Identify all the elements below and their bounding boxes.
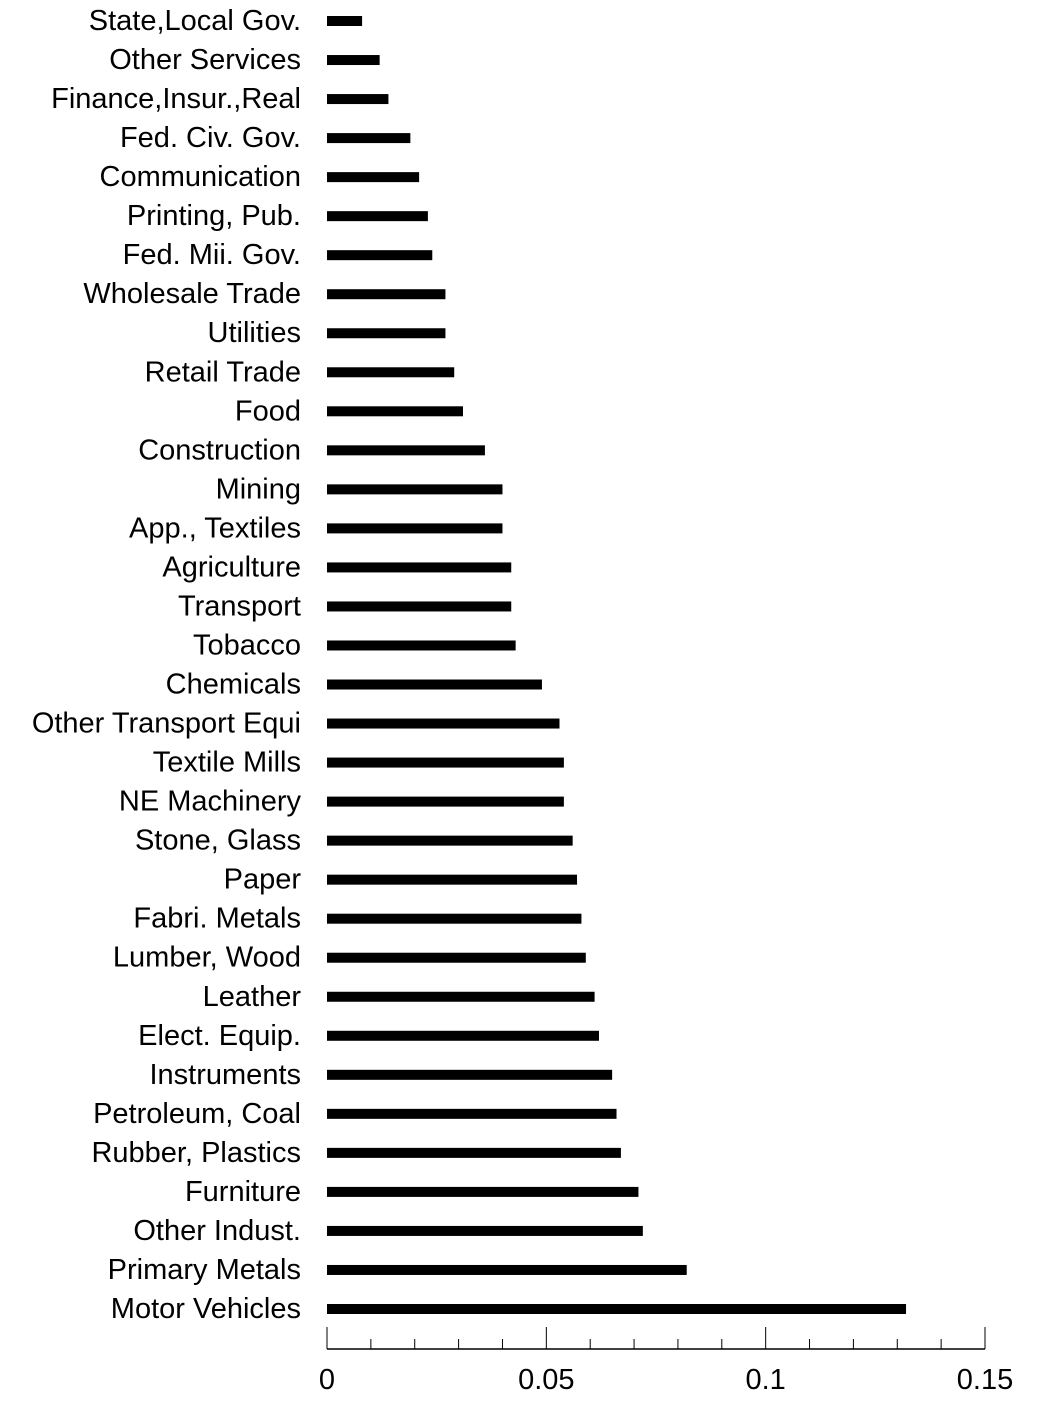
category-label: Mining: [216, 473, 301, 505]
bar: [327, 952, 586, 963]
bar: [327, 211, 428, 222]
bar: [327, 1108, 617, 1119]
bar: [327, 562, 512, 573]
bar: [327, 1225, 643, 1236]
category-label: Fed. Mii. Gov.: [123, 239, 301, 271]
category-label: Other Transport Equi: [32, 708, 301, 740]
category-label: Utilities: [208, 317, 301, 349]
category-label: Motor Vehicles: [111, 1293, 301, 1325]
category-label: Paper: [224, 864, 302, 896]
bar: [327, 250, 433, 261]
bar: [327, 796, 564, 807]
bar: [327, 367, 455, 378]
bar: [327, 406, 463, 417]
bar: [327, 1304, 907, 1314]
category-label: Other Services: [109, 44, 301, 76]
x-axis: 0 0.05 0.1 0.15: [319, 1327, 1013, 1396]
category-label: Agriculture: [162, 551, 301, 583]
category-label: Retail Trade: [145, 356, 301, 388]
bar: [327, 1186, 639, 1197]
category-label: Transport: [178, 590, 301, 622]
bar: [327, 55, 380, 66]
category-label: NE Machinery: [119, 786, 302, 818]
bar: [327, 1264, 687, 1275]
bar: [327, 16, 363, 26]
bar: [327, 991, 595, 1002]
bar: [327, 172, 420, 183]
category-label: Tobacco: [193, 629, 301, 661]
category-label: App., Textiles: [129, 512, 301, 544]
category-labels: State,Local Gov. Other Services Finance,In…: [32, 5, 302, 1325]
category-label: Instruments: [150, 1059, 302, 1091]
bar: [327, 445, 485, 456]
category-label: Elect. Equip.: [138, 1020, 301, 1052]
category-label: Furniture: [185, 1176, 301, 1208]
category-label: Communication: [100, 161, 301, 193]
category-label: Other Indust.: [133, 1215, 301, 1247]
category-label: Stone, Glass: [135, 825, 301, 857]
bar: [327, 328, 446, 339]
category-label: Primary Metals: [108, 1254, 301, 1286]
category-label: Lumber, Wood: [113, 942, 301, 974]
category-label: Fed. Civ. Gov.: [120, 122, 301, 154]
category-label: Chemicals: [166, 669, 301, 701]
category-label: Leather: [203, 981, 302, 1013]
bar: [327, 679, 542, 690]
bar: [327, 1069, 613, 1080]
bar: [327, 94, 389, 105]
bar: [327, 523, 503, 534]
bars-layer: [327, 16, 907, 1314]
bar: [327, 601, 512, 612]
bar: [327, 757, 564, 768]
bar: [327, 640, 516, 651]
bar: [327, 718, 560, 729]
bar: [327, 913, 582, 924]
x-tick-label: 0.1: [746, 1364, 786, 1396]
bar: [327, 133, 411, 144]
x-tick-label: 0: [319, 1364, 335, 1396]
category-label: Printing, Pub.: [127, 200, 301, 232]
bar: [327, 484, 503, 495]
bar: [327, 1147, 621, 1158]
category-label: State,Local Gov.: [89, 5, 301, 37]
bar: [327, 1030, 599, 1041]
category-label: Rubber, Plastics: [91, 1137, 301, 1169]
category-label: Finance,Insur.,Real: [51, 83, 301, 115]
category-label: Textile Mills: [153, 747, 301, 779]
bar: [327, 835, 573, 846]
category-label: Construction: [138, 434, 301, 466]
x-tick-label: 0.05: [518, 1364, 574, 1396]
bar: [327, 289, 446, 300]
bar: [327, 874, 578, 885]
category-label: Wholesale Trade: [83, 278, 301, 310]
category-label: Petroleum, Coal: [93, 1098, 301, 1130]
category-label: Fabri. Metals: [133, 903, 301, 935]
x-tick-label: 0.15: [957, 1364, 1013, 1396]
category-label: Food: [235, 395, 301, 427]
